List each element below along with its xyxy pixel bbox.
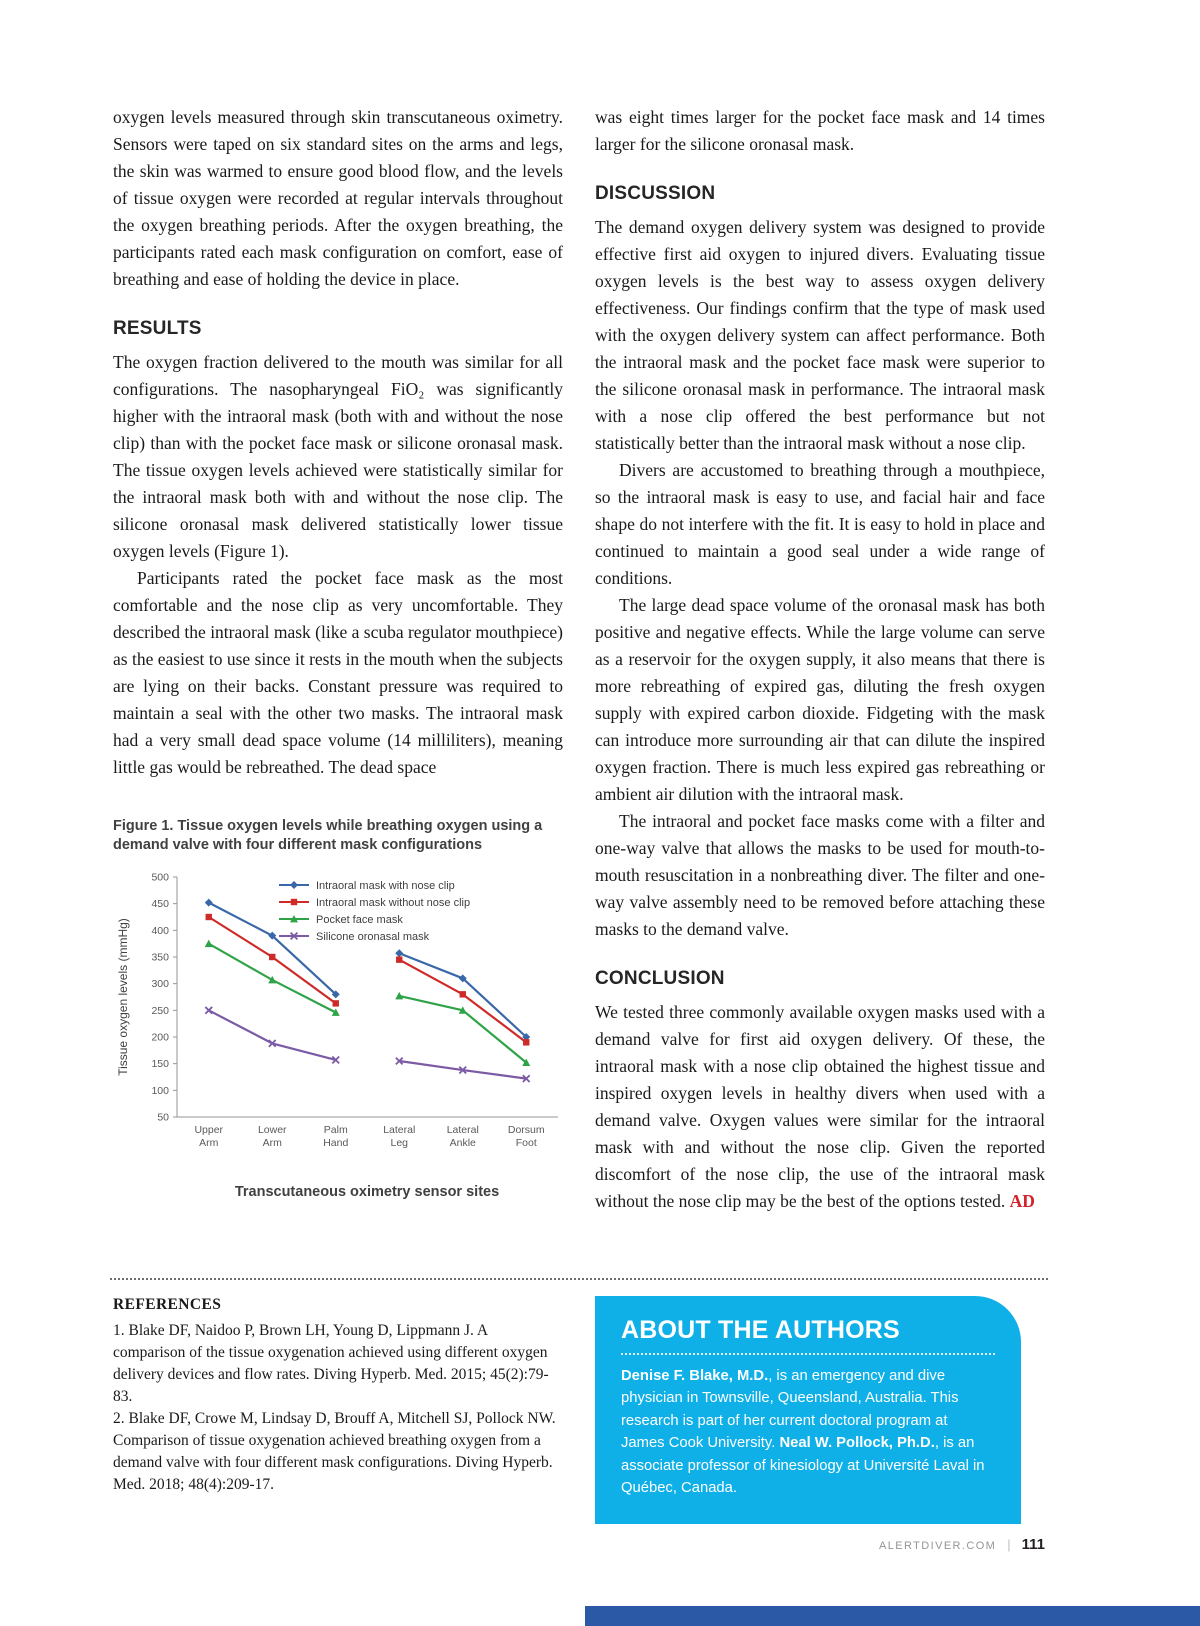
chart-series [205,913,530,1046]
figure1-caption: Figure 1. Tissue oxygen levels while bre… [113,818,543,853]
author-name: Neal W. Pollock, Ph.D. [779,1435,935,1452]
bottom-blue-bar [585,1606,1200,1626]
footer-separator: | [1007,1537,1011,1552]
figure1-line-chart: 50 100 150 200 250 300 350 400 450 500 Tissue oxyg… [116,872,558,1149]
svg-text:Intraoral mask with nose clip: Intraoral mask with nose clip [316,880,455,892]
ad-end-mark: AD [1009,1191,1035,1211]
left-column: oxygen levels measured through skin tran… [113,104,563,1215]
about-authors-box: ABOUT THE AUTHORS Denise F. Blake, M.D.,… [595,1296,1021,1524]
footer-page-number: 111 [1021,1536,1045,1553]
article-body: oxygen levels measured through skin tran… [113,104,1045,1215]
right-column: was eight times larger for the pocket fa… [595,104,1045,1215]
about-authors-dotted-rule [621,1353,995,1355]
page-footer: ALERTDIVER.COM | 111 [113,1536,1045,1554]
author-bio-text: , is an emergency and dive physician in … [621,1368,959,1452]
svg-text:100: 100 [151,1085,169,1097]
svg-text:Pocket face mask: Pocket face mask [316,914,403,926]
svg-text:400: 400 [151,925,169,937]
about-authors-heading: ABOUT THE AUTHORS [621,1316,900,1344]
reference-item: 1. Blake DF, Naidoo P, Brown LH, Young D… [113,1322,549,1405]
conclusion-text: We tested three commonly available oxyge… [595,1002,1045,1211]
chart-series [204,1006,531,1083]
dotted-divider [110,1278,1048,1280]
svg-text:350: 350 [151,952,169,964]
chart-legend-item: Intraoral mask with nose clip [279,880,455,892]
about-authors-text: Denise F. Blake, M.D., is an emergency a… [621,1365,995,1500]
references-heading: REFERENCES [113,1296,222,1313]
footer-site-url: ALERTDIVER.COM [879,1540,997,1552]
chart-legend-item: Pocket face mask [279,914,403,926]
author-bio-text: , is an associate professor of kinesiolo… [621,1435,985,1497]
intro-paragraph: oxygen levels measured through skin tran… [113,107,563,289]
chart-series [204,939,531,1066]
discussion-paragraph-2: Divers are accustomed to breathing throu… [595,460,1045,588]
chart-legend-item: Intraoral mask without nose clip [279,897,470,909]
svg-text:50: 50 [157,1112,169,1124]
references-section: REFERENCES 1. Blake DF, Naidoo P, Brown … [113,1296,563,1524]
svg-text:Tissue oxygen levels (mmHg): Tissue oxygen levels (mmHg) [116,918,130,1076]
bottom-section: REFERENCES 1. Blake DF, Naidoo P, Brown … [113,1296,1045,1524]
svg-text:200: 200 [151,1032,169,1044]
svg-text:Silicone oronasal mask: Silicone oronasal mask [316,931,430,943]
chart-legend-item: Silicone oronasal mask [279,931,430,943]
discussion-paragraph-3: The large dead space volume of the orona… [595,595,1045,804]
author-name: Denise F. Blake, M.D. [621,1368,769,1384]
conclusion-paragraph: We tested three commonly available oxyge… [595,999,1045,1215]
conclusion-heading: CONCLUSION [595,968,725,989]
results-paragraph-1: The oxygen fraction delivered to the mou… [113,352,563,561]
svg-text:150: 150 [151,1058,169,1070]
svg-text:Intraoral mask without nose cl: Intraoral mask without nose clip [316,897,470,909]
figure1: Figure 1. Tissue oxygen levels while bre… [113,817,563,1200]
svg-text:450: 450 [151,898,169,910]
chart-series [204,898,531,1041]
svg-text:300: 300 [151,978,169,990]
discussion-paragraph-1: The demand oxygen delivery system was de… [595,217,1045,453]
figure1-xaxis-title: Transcutaneous oximetry sensor sites [234,1184,500,1200]
discussion-heading: DISCUSSION [595,183,716,204]
discussion-paragraph-4: The intraoral and pocket face masks come… [595,811,1045,939]
svg-text:250: 250 [151,1005,169,1017]
results-paragraph-2: Participants rated the pocket face mask … [113,568,563,777]
continuation-paragraph: was eight times larger for the pocket fa… [595,107,1045,154]
svg-text:500: 500 [151,872,169,884]
results-heading: RESULTS [113,318,202,339]
reference-item: 2. Blake DF, Crowe M, Lindsay D, Brouff … [113,1410,556,1493]
